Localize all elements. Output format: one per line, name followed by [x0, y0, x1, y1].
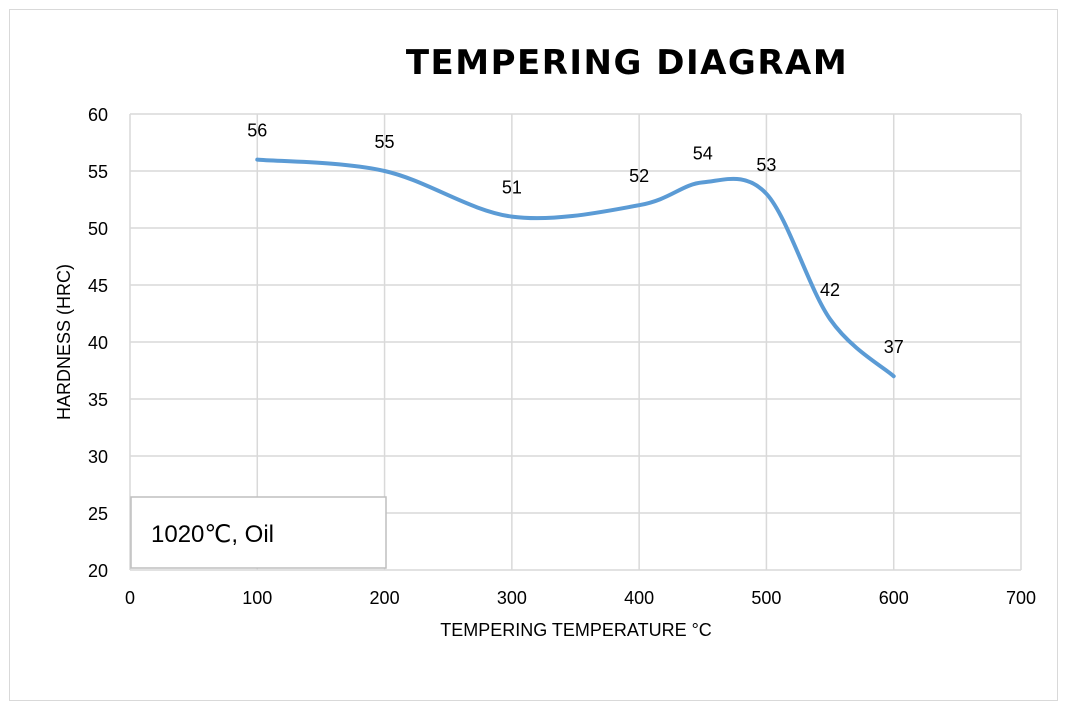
x-tick-label: 200 [370, 588, 400, 608]
chart-title: TEMPERING DIAGRAM [406, 43, 848, 83]
data-label: 53 [756, 155, 776, 175]
x-tick-label: 0 [125, 588, 135, 608]
data-label: 54 [693, 143, 713, 163]
x-axis-label: TEMPERING TEMPERATURE °C [440, 620, 712, 640]
y-tick-label: 45 [88, 276, 108, 296]
y-tick-label: 60 [88, 105, 108, 125]
y-tick-label: 55 [88, 162, 108, 182]
data-label: 51 [502, 178, 522, 198]
x-tick-label: 600 [879, 588, 909, 608]
x-tick-label: 100 [242, 588, 272, 608]
data-label: 52 [629, 166, 649, 186]
x-tick-label: 400 [624, 588, 654, 608]
x-tick-label: 300 [497, 588, 527, 608]
data-label: 56 [247, 121, 267, 141]
data-label: 42 [820, 280, 840, 300]
series-line [255, 157, 896, 379]
y-tick-label: 20 [88, 561, 108, 581]
annotation-box: 1020℃, Oil [130, 496, 387, 569]
x-tick-label: 500 [751, 588, 781, 608]
annotation-text: 1020℃, Oil [151, 521, 274, 548]
y-tick-label: 35 [88, 390, 108, 410]
data-labels: 56 55 51 52 54 53 42 37 [247, 121, 903, 358]
data-label: 55 [375, 132, 395, 152]
y-tick-label: 25 [88, 504, 108, 524]
x-tick-label: 700 [1006, 588, 1036, 608]
chart-frame [9, 9, 1058, 701]
y-tick-label: 30 [88, 447, 108, 467]
data-label: 37 [884, 337, 904, 357]
y-axis-label: HARDNESS (HRC) [54, 264, 74, 420]
y-tick-label: 50 [88, 219, 108, 239]
y-tick-label: 40 [88, 333, 108, 353]
